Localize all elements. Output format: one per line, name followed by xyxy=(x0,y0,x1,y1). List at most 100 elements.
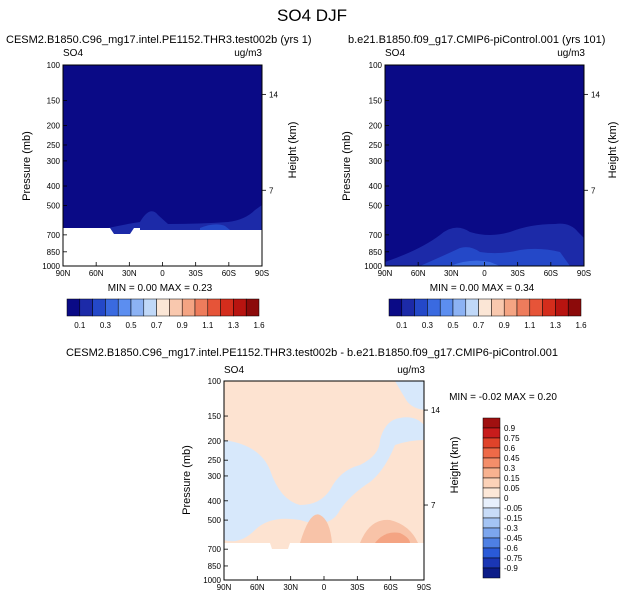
colorbar-swatch xyxy=(105,298,119,317)
panel-right-variable: SO4 xyxy=(385,48,405,59)
colorbar-swatch xyxy=(452,298,467,317)
colorbar-swatch xyxy=(130,298,145,317)
colorbar-swatch xyxy=(465,298,479,317)
colorbar-label: 0.15 xyxy=(504,474,520,483)
colorbar-left: 0.1 0.3 0.5 0.7 0.9 1.1 1.3 1.6 xyxy=(66,298,265,330)
panel-left: CESM2.B1850.C96_mg17.intel.PE1152.THR3.t… xyxy=(6,34,312,294)
x-tick-label: 90S xyxy=(417,583,431,592)
colorbar-label: 0.9 xyxy=(504,424,516,433)
colorbar-label: 0 xyxy=(504,494,509,503)
panel-right-ylabel-right: Height (km) xyxy=(607,122,619,179)
colorbar-swatch xyxy=(491,298,505,317)
panel-diff-neg-region-2 xyxy=(395,381,424,410)
colorbar-label: -0.6 xyxy=(504,544,518,553)
colorbar-swatch xyxy=(482,477,501,489)
colorbar-swatch xyxy=(66,298,81,317)
colorbar-swatch xyxy=(482,527,501,539)
colorbar-swatch xyxy=(482,567,501,579)
y-tick-label: 850 xyxy=(369,248,383,257)
panel-diff-pos-blob-1 xyxy=(300,514,332,543)
height-tick-label: 7 xyxy=(591,186,596,195)
y-tick-label: 200 xyxy=(208,437,222,446)
panel-right-contour-lighter xyxy=(450,260,500,266)
colorbar-label: 0.7 xyxy=(151,321,163,330)
panel-diff-units: ug/m3 xyxy=(397,365,425,376)
colorbar-swatch xyxy=(482,417,501,429)
colorbar-label: 1.3 xyxy=(550,321,562,330)
panel-left-title: CESM2.B1850.C96_mg17.intel.PE1152.THR3.t… xyxy=(6,34,312,46)
colorbar-label: 0.05 xyxy=(504,484,520,493)
y-tick-label: 250 xyxy=(369,141,383,150)
y-tick-label: 850 xyxy=(208,562,222,571)
y-tick-label: 300 xyxy=(47,157,61,166)
y-tick-label: 700 xyxy=(47,231,61,240)
panel-diff-stats: MIN = -0.02 MAX = 0.20 xyxy=(449,392,557,403)
panel-left-xticks: 90N 60N 30N 0 30S 60S 90S xyxy=(56,262,269,278)
colorbar-label: 0.3 xyxy=(422,321,434,330)
colorbar-swatch xyxy=(401,298,415,317)
y-tick-label: 200 xyxy=(47,122,61,131)
x-tick-label: 60N xyxy=(89,269,104,278)
panel-left-variable: SO4 xyxy=(63,48,83,59)
colorbar-swatch xyxy=(482,487,501,499)
y-tick-label: 150 xyxy=(208,412,222,421)
y-tick-label: 500 xyxy=(208,516,222,525)
colorbar-label: -0.05 xyxy=(504,504,523,513)
colorbar-swatch xyxy=(555,298,569,317)
x-tick-label: 0 xyxy=(322,583,327,592)
colorbar-swatch xyxy=(478,298,492,317)
panel-left-ylabel: Pressure (mb) xyxy=(21,131,33,201)
height-tick-label: 14 xyxy=(431,406,440,415)
colorbar-label: -0.9 xyxy=(504,564,518,573)
x-tick-label: 60N xyxy=(250,583,265,592)
colorbar-swatch xyxy=(516,298,531,317)
colorbar-swatch xyxy=(529,298,543,317)
colorbar-label: -0.45 xyxy=(504,534,523,543)
x-tick-label: 90S xyxy=(577,269,591,278)
colorbar-swatch xyxy=(117,298,132,317)
colorbar-right: 0.1 0.3 0.5 0.7 0.9 1.1 1.3 1.6 xyxy=(388,298,587,330)
y-tick-label: 700 xyxy=(369,231,383,240)
y-tick-label: 300 xyxy=(208,472,222,481)
panel-diff-missing xyxy=(224,543,424,580)
x-tick-label: 30S xyxy=(350,583,364,592)
panel-left-missing xyxy=(63,228,262,266)
colorbar-label: 0.7 xyxy=(473,321,485,330)
y-tick-label: 1000 xyxy=(364,262,382,271)
x-tick-label: 30N xyxy=(283,583,298,592)
colorbar-swatch xyxy=(207,298,221,317)
x-tick-label: 0 xyxy=(160,269,165,278)
y-tick-label: 300 xyxy=(369,157,383,166)
panel-right-units: ug/m3 xyxy=(557,48,585,59)
colorbar-swatch xyxy=(482,457,501,469)
colorbar-swatch xyxy=(482,427,501,439)
panel-right-ylabel: Pressure (mb) xyxy=(341,131,353,201)
colorbar-label: -0.15 xyxy=(504,514,523,523)
colorbar-swatch xyxy=(542,298,556,317)
colorbar-label: 0.9 xyxy=(177,321,189,330)
colorbar-swatch xyxy=(482,447,501,459)
colorbar-swatch xyxy=(156,298,170,317)
colorbar-swatch xyxy=(181,298,196,317)
y-tick-label: 400 xyxy=(208,497,222,506)
colorbar-swatch xyxy=(482,547,501,559)
colorbar-label: 0.3 xyxy=(504,464,516,473)
colorbar-label: 0.6 xyxy=(504,444,516,453)
y-tick-label: 1000 xyxy=(42,262,60,271)
colorbar-label: 0.5 xyxy=(447,321,459,330)
panel-diff-pos-blob-3 xyxy=(375,532,410,543)
panel-right-title: b.e21.B1850.f09_g17.CMIP6-piControl.001 … xyxy=(348,34,605,46)
colorbar-label: 1.3 xyxy=(228,321,240,330)
panel-left-units: ug/m3 xyxy=(234,48,262,59)
colorbar-label: 0.3 xyxy=(100,321,112,330)
x-tick-label: 60S xyxy=(222,269,236,278)
colorbar-swatch xyxy=(169,298,183,317)
colorbar-diff: 0.90.750.60.450.30.150.050-0.05-0.15-0.3… xyxy=(482,417,523,579)
y-tick-label: 150 xyxy=(369,96,383,105)
colorbar-swatch xyxy=(427,298,441,317)
colorbar-swatch xyxy=(482,517,501,529)
colorbar-swatch xyxy=(482,537,501,549)
panel-diff-ylabel: Pressure (mb) xyxy=(181,445,193,515)
height-tick-label: 14 xyxy=(269,90,278,99)
